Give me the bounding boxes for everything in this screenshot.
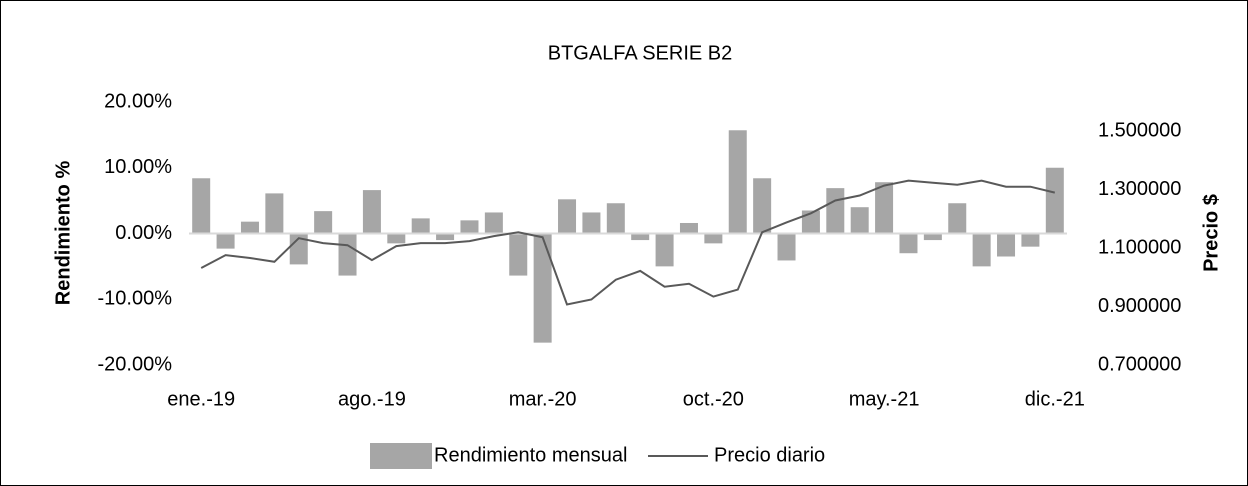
bar — [850, 207, 869, 234]
bar — [387, 233, 406, 244]
bar — [1021, 233, 1040, 247]
y2-tick-label: 1.500000 — [1098, 120, 1181, 142]
legend-swatch — [370, 443, 432, 469]
bar — [192, 178, 211, 234]
bar — [216, 233, 235, 249]
bar — [972, 233, 991, 267]
x-tick-label: oct.-20 — [683, 388, 744, 410]
bar — [704, 233, 723, 244]
price-line — [200, 179, 1056, 306]
bar — [240, 221, 259, 234]
bar — [314, 211, 333, 234]
x-tick-label: may.-21 — [849, 388, 920, 410]
bar — [655, 233, 674, 267]
x-tick-label: mar.-20 — [509, 388, 577, 410]
bar — [899, 233, 918, 254]
bar — [997, 233, 1016, 257]
bar — [606, 203, 625, 234]
bar — [533, 233, 552, 343]
y-tick-label: 0.00% — [115, 222, 172, 244]
bar — [558, 199, 577, 234]
bar — [582, 212, 601, 234]
x-tick-label: ago.-19 — [338, 388, 406, 410]
bar — [826, 188, 845, 234]
y2-tick-label: 1.100000 — [1098, 236, 1181, 258]
bar — [509, 233, 528, 276]
bar — [923, 233, 942, 241]
bar — [411, 218, 430, 234]
y2-tick-label: 0.900000 — [1098, 295, 1181, 317]
legend-label: Rendimiento mensual — [434, 444, 627, 466]
bar — [777, 233, 796, 261]
bar — [753, 178, 772, 234]
bar — [875, 182, 894, 234]
bar — [679, 222, 698, 234]
bar — [265, 193, 284, 234]
bar — [362, 190, 381, 234]
bar — [484, 212, 503, 234]
x-tick-label: dic.-21 — [1025, 388, 1085, 410]
bar — [948, 203, 967, 234]
y-tick-label: 10.00% — [104, 156, 172, 178]
y2-tick-label: 1.300000 — [1098, 178, 1181, 200]
bar — [801, 210, 820, 234]
y2-axis-title: Precio $ — [1200, 194, 1222, 272]
bar — [338, 233, 357, 276]
y-tick-label: -10.00% — [98, 288, 173, 310]
x-tick-label: ene.-19 — [167, 388, 235, 410]
chart-title: BTGALFA SERIE B2 — [548, 42, 733, 64]
bar — [436, 233, 455, 241]
legend-label: Precio diario — [714, 444, 825, 466]
bar — [1045, 167, 1064, 234]
y2-tick-label: 0.700000 — [1098, 353, 1181, 375]
bar — [631, 233, 650, 241]
bar — [728, 130, 747, 234]
y-tick-label: -20.00% — [98, 353, 173, 375]
y-tick-label: 20.00% — [104, 90, 172, 112]
bar — [460, 220, 479, 234]
y-axis-title: Rendimiento % — [52, 161, 74, 306]
